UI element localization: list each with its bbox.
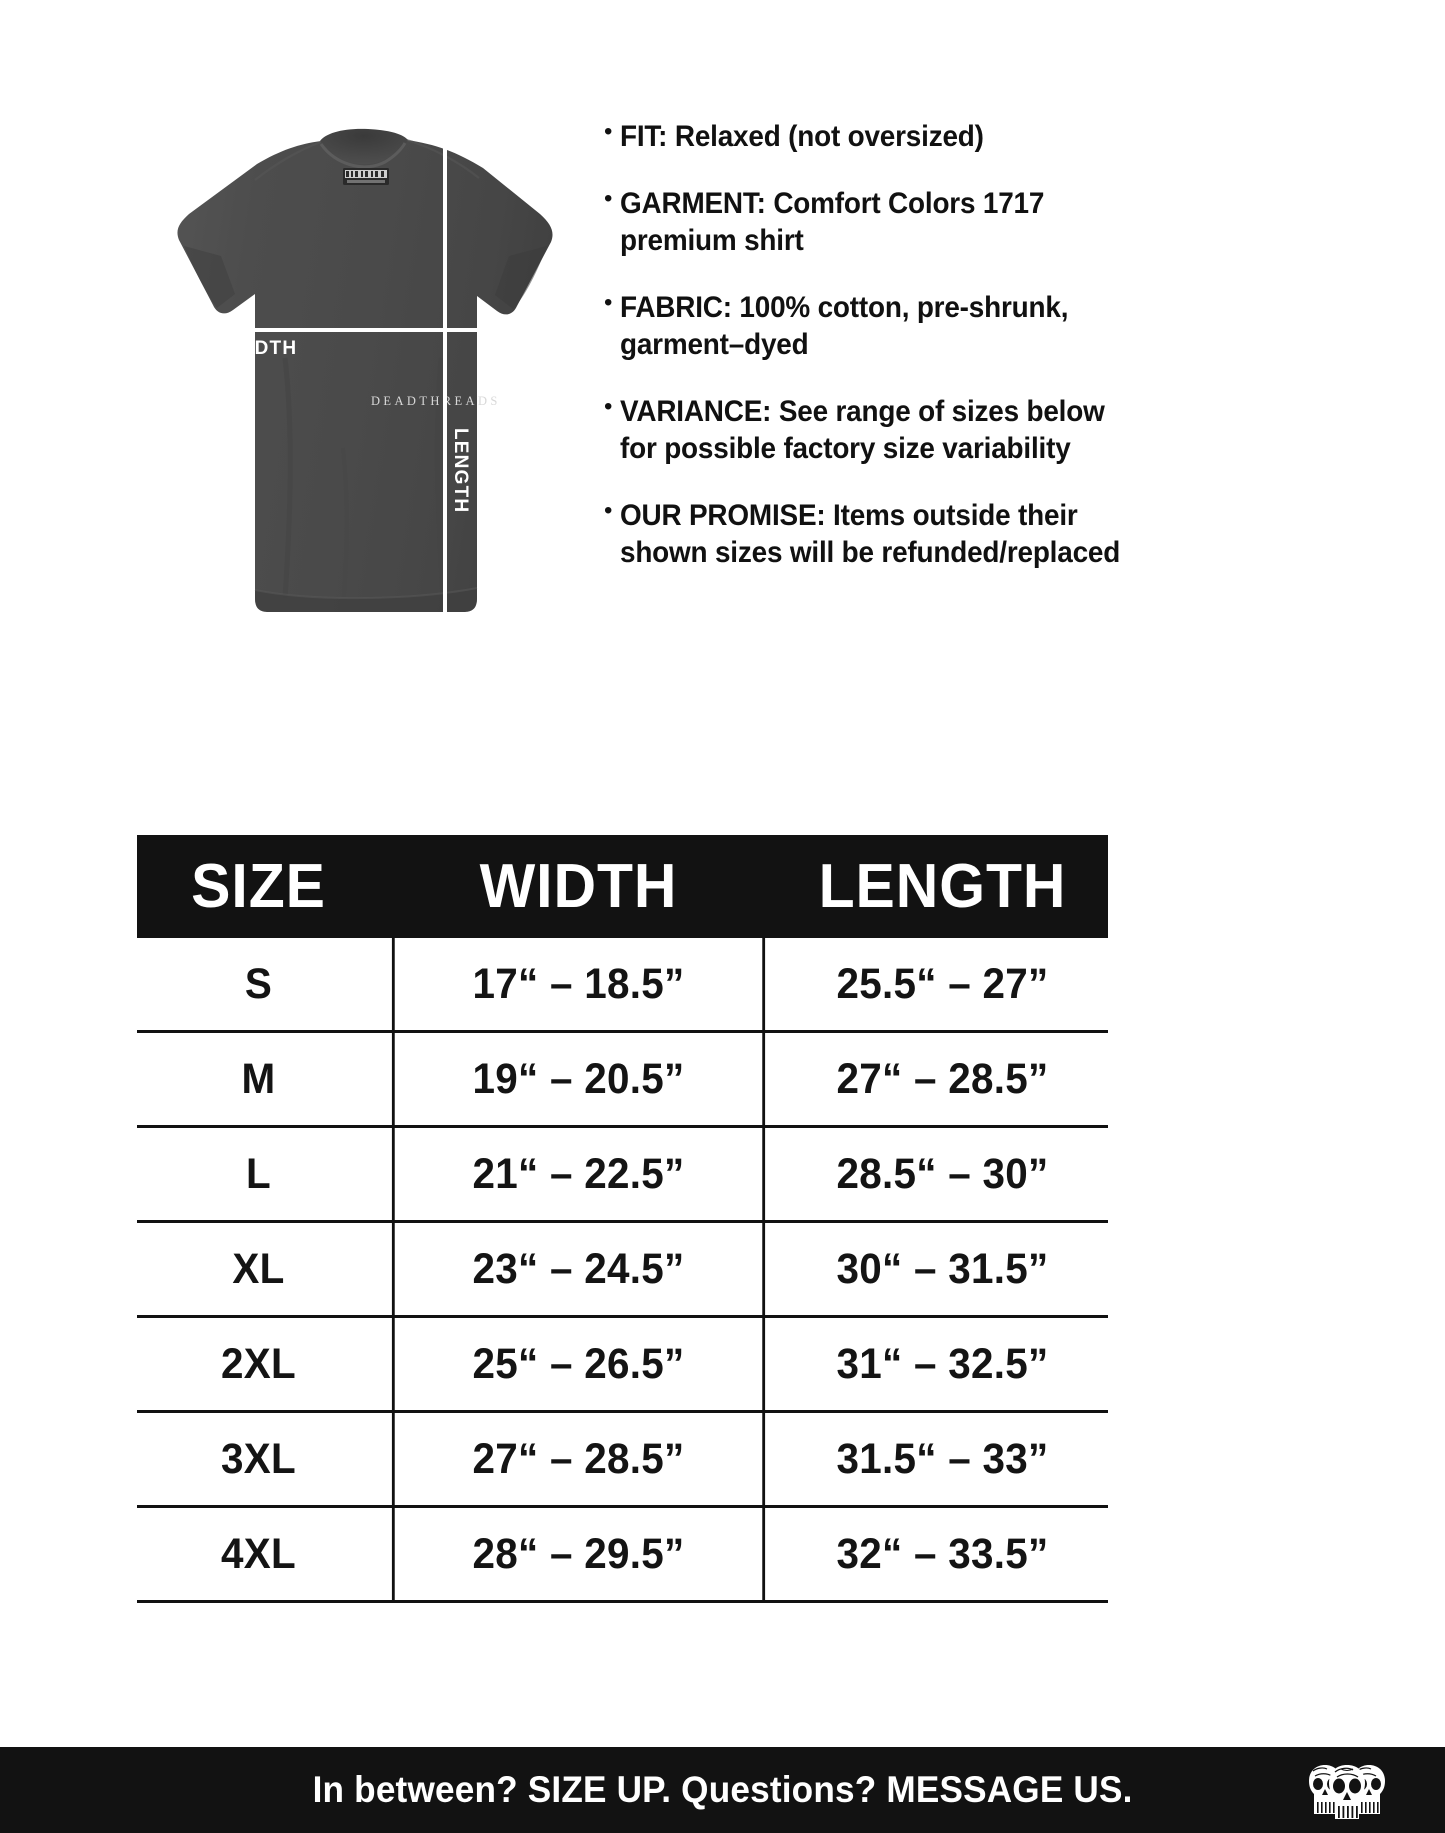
length-guide-label: LENGTH [450,428,471,514]
spec-text-fit: FIT: Relaxed (not oversized) [620,120,985,153]
table-row: 2XL 25“ – 26.5” 31“ – 32.5” [137,1318,1108,1413]
table-row: M 19“ – 20.5” 27“ – 28.5” [137,1033,1108,1128]
cell-size: S [244,959,273,1008]
table-row: 3XL 27“ – 28.5” 31.5“ – 33” [137,1413,1108,1508]
bullet-icon: • [604,496,613,524]
width-guide-line [213,328,489,332]
cell-size: 4XL [221,1529,296,1578]
footer-bar: In between? SIZE UP. Questions? MESSAGE … [0,1747,1445,1833]
table-header-row: SIZE WIDTH LENGTH [137,835,1108,938]
cell-size: L [246,1149,271,1198]
cell-width: 21“ – 22.5” [391,1128,766,1220]
bullet-icon: • [604,118,613,145]
spec-item-variance: • VARIANCE: See range of sizes below for… [604,393,1184,468]
spec-text-promise: OUR PROMISE: Items outside their shown s… [620,498,1121,570]
tshirt-illustration [177,128,553,612]
bullet-icon: • [604,392,613,420]
footer-message: In between? SIZE UP. Questions? MESSAGE … [312,1769,1133,1810]
cell-width: 17“ – 18.5” [391,938,766,1030]
spec-item-garment: • GARMENT: Comfort Colors 1717 premium s… [604,185,1184,260]
shirt-brand-print: DEADTHREADS [371,394,501,408]
cell-length: 31“ – 32.5” [836,1339,1049,1388]
bullet-icon: • [604,288,613,316]
column-header-width: WIDTH [479,851,678,921]
cell-size: 2XL [221,1339,296,1388]
cell-size: 3XL [221,1434,296,1483]
shirt-diagram: DEADTHREADS WIDTH LENGTH [85,128,615,648]
cell-width: 25“ – 26.5” [391,1318,766,1410]
column-header-length: LENGTH [818,851,1067,921]
cell-length: 31.5“ – 33” [836,1434,1049,1483]
neck-tag-icon [343,168,389,185]
table-row: 4XL 28“ – 29.5” 32“ – 33.5” [137,1508,1108,1603]
cell-length: 27“ – 28.5” [836,1054,1049,1103]
spec-text-fabric: FABRIC: 100% cotton, pre-shrunk, garment… [620,290,1069,362]
cell-length: 25.5“ – 27” [836,959,1049,1008]
cell-size: M [241,1054,276,1103]
bullet-icon: • [604,184,613,212]
spec-item-fabric: • FABRIC: 100% cotton, pre-shrunk, garme… [604,289,1184,364]
spec-text-garment: GARMENT: Comfort Colors 1717 premium shi… [620,186,1045,258]
product-specs-list: • FIT: Relaxed (not oversized) • GARMENT… [604,118,1184,601]
length-guide-line [443,148,447,628]
cell-width: 28“ – 29.5” [391,1508,766,1600]
cell-length: 28.5“ – 30” [836,1149,1049,1198]
cell-length: 30“ – 31.5” [836,1244,1049,1293]
table-row: L 21“ – 22.5” 28.5“ – 30” [137,1128,1108,1223]
column-header-size: SIZE [191,851,326,921]
spec-item-fit: • FIT: Relaxed (not oversized) [604,118,1184,156]
cell-width: 27“ – 28.5” [391,1413,766,1505]
table-row: S 17“ – 18.5” 25.5“ – 27” [137,938,1108,1033]
table-row: XL 23“ – 24.5” 30“ – 31.5” [137,1223,1108,1318]
cell-width: 19“ – 20.5” [391,1033,766,1125]
cell-width: 23“ – 24.5” [391,1223,766,1315]
spec-item-promise: • OUR PROMISE: Items outside their shown… [604,497,1184,572]
three-skulls-logo-icon [1309,1765,1385,1819]
cell-length: 32“ – 33.5” [836,1529,1049,1578]
size-chart-table: SIZE WIDTH LENGTH S 17“ – 18.5” 25.5“ – … [137,835,1108,1603]
width-guide-label: WIDTH [229,338,298,359]
cell-size: XL [232,1244,285,1293]
spec-text-variance: VARIANCE: See range of sizes below for p… [620,394,1106,466]
product-info-section: DEADTHREADS WIDTH LENGTH • FIT: Relaxed … [0,0,1445,700]
